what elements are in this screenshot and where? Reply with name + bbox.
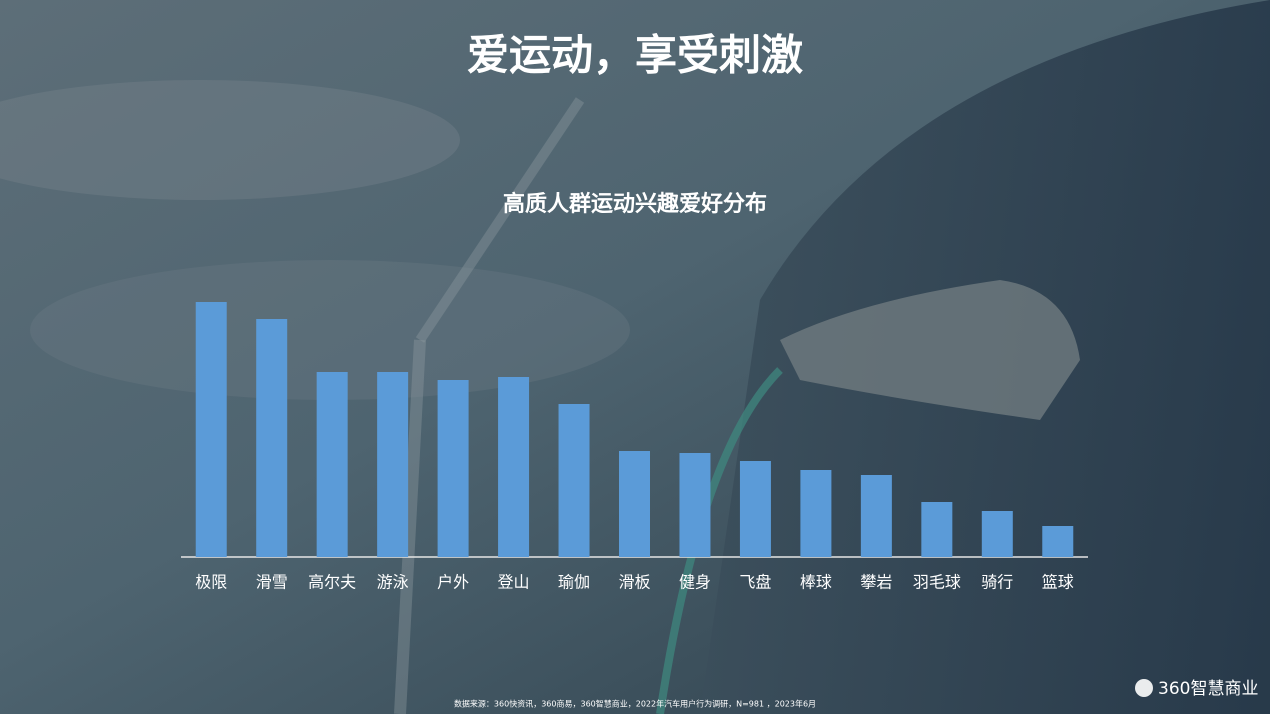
bar [377, 372, 409, 557]
logo: 360智慧商业 [1135, 679, 1258, 699]
x-tick-label: 棒球 [800, 573, 832, 592]
source-note: 数据来源：360快资讯，360商易，360智慧商业，2022年汽车用户行为调研，… [454, 699, 816, 709]
bar [256, 319, 288, 557]
bar [800, 470, 832, 557]
bar [437, 380, 469, 557]
cloud [0, 80, 460, 200]
x-tick-label: 羽毛球 [913, 573, 961, 592]
bar [679, 453, 711, 557]
bar [195, 302, 227, 557]
x-tick-label: 篮球 [1042, 573, 1074, 592]
x-tick-label: 瑜伽 [558, 573, 590, 592]
bar [498, 377, 530, 557]
bar [1042, 526, 1074, 557]
chart-title: 高质人群运动兴趣爱好分布 [503, 191, 767, 217]
bar [739, 461, 771, 557]
x-tick-label: 极限 [195, 573, 227, 592]
logo-text: 360智慧商业 [1158, 679, 1258, 699]
charger [780, 280, 1080, 420]
bar [860, 475, 892, 557]
turbine [394, 339, 426, 714]
slide-title: 爱运动，享受刺激 [467, 31, 803, 80]
bar [981, 511, 1013, 557]
bar [921, 502, 953, 557]
x-tick-label: 户外 [437, 573, 469, 592]
x-tick-label: 游泳 [377, 573, 409, 592]
x-tick-label: 健身 [679, 573, 711, 592]
x-tick-label: 飞盘 [739, 573, 771, 592]
turbine [415, 97, 585, 343]
bar [316, 372, 348, 557]
x-tick-label: 滑雪 [256, 573, 288, 592]
x-tick-label: 攀岩 [860, 573, 892, 592]
bar [558, 404, 590, 557]
bar [619, 451, 650, 557]
x-tick-label: 登山 [498, 573, 530, 592]
x-tick-label: 骑行 [981, 573, 1013, 592]
logo-icon [1135, 679, 1153, 697]
x-tick-label: 高尔夫 [308, 573, 356, 592]
x-tick-label: 滑板 [618, 573, 650, 592]
cloud [30, 260, 630, 400]
